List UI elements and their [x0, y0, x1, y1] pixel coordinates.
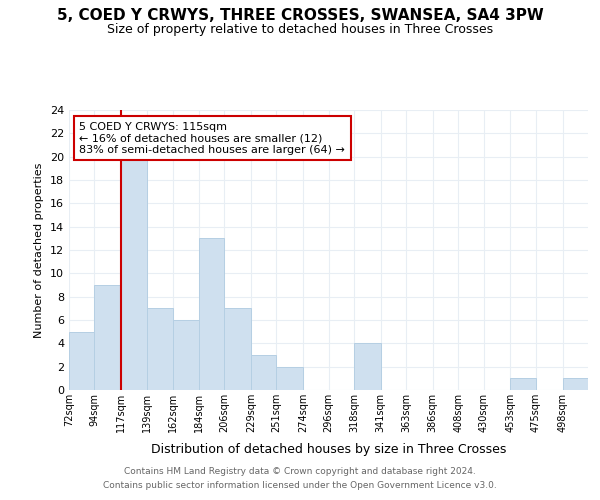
Text: 5, COED Y CRWYS, THREE CROSSES, SWANSEA, SA4 3PW: 5, COED Y CRWYS, THREE CROSSES, SWANSEA,…: [56, 8, 544, 22]
Text: Size of property relative to detached houses in Three Crosses: Size of property relative to detached ho…: [107, 22, 493, 36]
Bar: [146, 308, 173, 390]
Bar: [94, 285, 121, 390]
Bar: [251, 355, 277, 390]
Text: Contains HM Land Registry data © Crown copyright and database right 2024.: Contains HM Land Registry data © Crown c…: [124, 467, 476, 476]
Bar: [224, 308, 251, 390]
X-axis label: Distribution of detached houses by size in Three Crosses: Distribution of detached houses by size …: [151, 444, 506, 456]
Bar: [173, 320, 199, 390]
Bar: [277, 366, 303, 390]
Text: 5 COED Y CRWYS: 115sqm
← 16% of detached houses are smaller (12)
83% of semi-det: 5 COED Y CRWYS: 115sqm ← 16% of detached…: [79, 122, 345, 155]
Y-axis label: Number of detached properties: Number of detached properties: [34, 162, 44, 338]
Bar: [354, 344, 380, 390]
Bar: [563, 378, 588, 390]
Text: Contains public sector information licensed under the Open Government Licence v3: Contains public sector information licen…: [103, 481, 497, 490]
Bar: [511, 378, 536, 390]
Bar: [199, 238, 224, 390]
Bar: [69, 332, 94, 390]
Bar: [121, 156, 146, 390]
